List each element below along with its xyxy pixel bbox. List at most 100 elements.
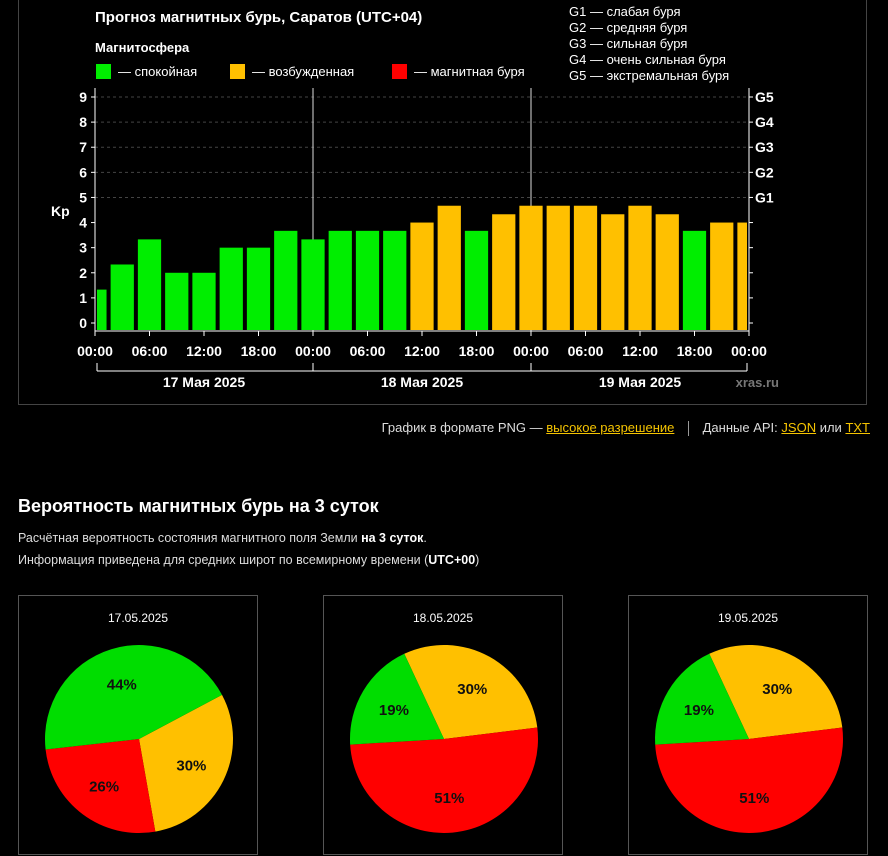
y-tick-label: 8: [79, 114, 87, 130]
bar: [301, 239, 325, 330]
desc2-text: Информация приведена для средних широт п…: [18, 553, 429, 567]
api-text: Данные API:: [702, 420, 778, 435]
y-tick-label: 5: [79, 189, 87, 205]
desc2-bold: UTC+00: [428, 553, 476, 567]
x-tick-label: 00:00: [513, 343, 549, 359]
pie-slice-green: [45, 645, 222, 750]
bar: [246, 247, 271, 330]
pie-label-green: 19%: [379, 702, 409, 719]
day-label: 19 Мая 2025: [599, 374, 681, 390]
tick-labels: 0 1 2 3 4 5 6 7 8 9 G1 G2 G3 G4 G5 00:00 06:00 12:00 18:00…: [77, 89, 774, 390]
g-tick-label: G4: [755, 114, 774, 130]
probability-desc-1: Расчётная вероятность состояния магнитно…: [18, 531, 427, 545]
legend-label-storm: — магнитная буря: [414, 64, 525, 79]
legend-label-calm: — спокойная: [118, 64, 197, 79]
axes: [91, 88, 753, 372]
g-scale-g3: G3 — сильная буря: [569, 36, 687, 51]
g-tick-label: G2: [755, 164, 774, 180]
bar: [97, 289, 107, 330]
desc1-end: .: [423, 531, 427, 545]
y-tick-label: 2: [79, 265, 87, 281]
pie-chart: 30% 26% 44%: [45, 645, 233, 833]
y-tick-label: 1: [79, 290, 87, 306]
pie-chart: 30% 51% 19%: [655, 645, 843, 834]
x-tick-label: 06:00: [568, 343, 604, 359]
g-scale-g4: G4 — очень сильная буря: [569, 52, 726, 67]
bar: [519, 205, 543, 330]
bars: [97, 205, 747, 330]
probability-desc-2: Информация приведена для средних широт п…: [18, 553, 479, 567]
bar: [492, 214, 516, 330]
png-text: График в формате PNG —: [381, 420, 543, 435]
legend-swatch-excited: [230, 64, 245, 79]
bar: [682, 230, 707, 330]
pie-date: 17.05.2025: [107, 611, 169, 625]
bar: [274, 230, 298, 330]
bar: [110, 264, 134, 330]
bar: [165, 272, 189, 330]
bar: [628, 205, 652, 330]
pie-label-yellow: 30%: [762, 681, 792, 698]
y-tick-label: 0: [79, 315, 87, 331]
bar: [710, 222, 734, 330]
bar: [410, 222, 434, 330]
kp-chart-panel: Прогноз магнитных бурь, Саратов (UTC+04)…: [18, 0, 867, 405]
g-scale-g2: G2 — средняя буря: [569, 20, 687, 35]
bar: [192, 272, 216, 330]
x-tick-label: 00:00: [295, 343, 331, 359]
pie-slice-yellow: [139, 694, 233, 832]
pie-date: 18.05.2025: [412, 611, 474, 625]
pie-slice-green: [655, 653, 749, 745]
pie-slice-green: [350, 653, 444, 745]
download-links: График в формате PNG — высокое разрешени…: [381, 420, 870, 437]
legend-swatch-calm: [96, 64, 111, 79]
txt-link[interactable]: TXT: [845, 420, 870, 435]
pie-label-red: 26%: [89, 779, 119, 796]
pie-label-yellow: 30%: [457, 681, 487, 698]
x-tick-label: 06:00: [350, 343, 386, 359]
y-tick-label: 4: [79, 215, 87, 231]
x-tick-label: 00:00: [77, 343, 113, 359]
pie-slice-red: [45, 739, 156, 833]
g-tick-label: G5: [755, 89, 774, 105]
bar: [546, 205, 570, 330]
bar: [655, 214, 679, 330]
or-text: или: [819, 420, 842, 435]
x-tick-label: 12:00: [186, 343, 222, 359]
y-axis-label: Kp: [51, 203, 70, 219]
g-scale-g1: G1 — слабая буря: [569, 4, 681, 19]
pie-label-red: 51%: [739, 790, 769, 807]
x-tick-label: 18:00: [459, 343, 495, 359]
y-tick-label: 9: [79, 89, 87, 105]
pie-label-green: 19%: [684, 702, 714, 719]
y-tick-label: 3: [79, 240, 87, 256]
legend-title: Магнитосфера: [95, 40, 190, 55]
bar: [355, 230, 380, 330]
kp-forecast-chart: Прогноз магнитных бурь, Саратов (UTC+04)…: [51, 4, 779, 390]
legend-swatch-storm: [392, 64, 407, 79]
png-hires-link[interactable]: высокое разрешение: [546, 420, 675, 435]
pie-slice-red: [655, 727, 843, 834]
legend-label-excited: — возбужденная: [252, 64, 354, 79]
pie-slice-red: [350, 727, 538, 834]
chart-title: Прогноз магнитных бурь, Саратов (UTC+04): [95, 9, 422, 26]
json-link[interactable]: JSON: [781, 420, 817, 435]
day-label: 18 Мая 2025: [381, 374, 463, 390]
x-tick-label: 12:00: [622, 343, 658, 359]
bar: [383, 230, 407, 330]
desc2-end: ): [475, 553, 480, 567]
pie-card-day-1: 17.05.2025 30% 26% 44%: [18, 595, 258, 855]
bar: [573, 205, 598, 330]
bar: [219, 247, 243, 330]
y-tick-label: 7: [79, 139, 87, 155]
bar: [601, 214, 625, 330]
x-tick-label: 12:00: [404, 343, 440, 359]
pie-slice-yellow: [404, 645, 538, 739]
links-divider: [688, 421, 689, 437]
g-tick-label: G1: [755, 189, 774, 205]
pie-card-day-3: 19.05.2025 30% 51% 19%: [628, 595, 868, 855]
x-tick-label: 00:00: [731, 343, 767, 359]
pie-label-green: 44%: [107, 676, 137, 693]
g-scale-g5: G5 — экстремальная буря: [569, 68, 729, 83]
bar: [437, 205, 461, 330]
